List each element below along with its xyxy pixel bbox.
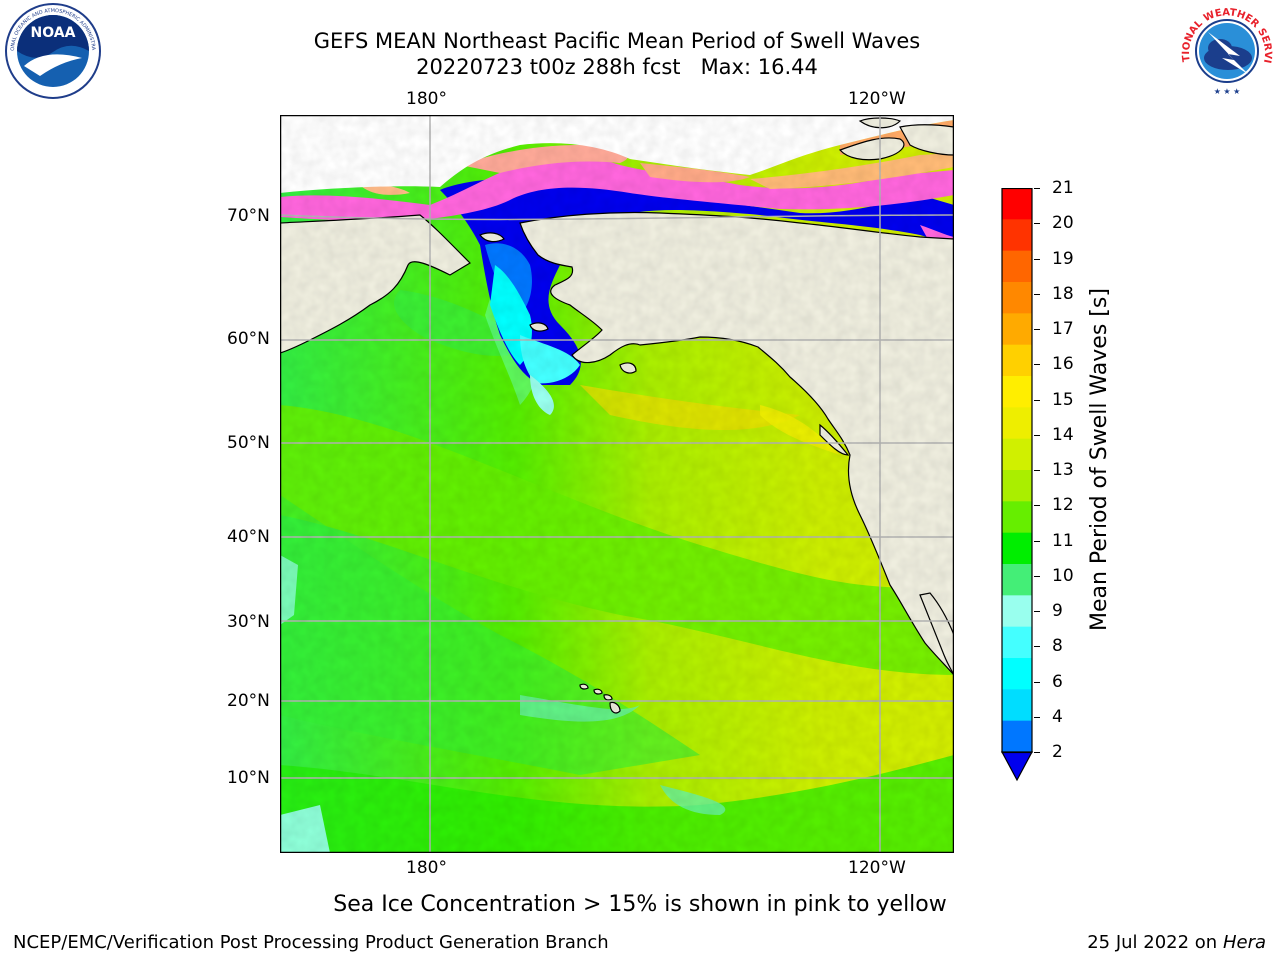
colorbar-segment xyxy=(1002,532,1032,565)
map-title: GEFS MEAN Northeast Pacific Mean Period … xyxy=(313,29,921,53)
lat-label-20n: 20°N xyxy=(227,691,270,711)
colorbar-segment xyxy=(1002,407,1032,440)
footer-left: NCEP/EMC/Verification Post Processing Pr… xyxy=(13,932,609,953)
colorbar-segment xyxy=(1002,438,1032,471)
nws-logo: NATIONAL WEATHER SERVICE ★ ★ ★ xyxy=(1174,0,1276,100)
colorbar-tick-label: 8 xyxy=(1052,636,1063,657)
colorbar-tick-mark xyxy=(1034,646,1040,648)
colorbar-tick-mark xyxy=(1034,434,1040,436)
colorbar-tick-mark xyxy=(1034,752,1040,753)
colorbar-segment xyxy=(1002,344,1032,377)
colorbar-tick-label: 13 xyxy=(1052,460,1074,480)
footer-date: 25 Jul 2022 on xyxy=(1087,932,1223,953)
footer-right: 25 Jul 2022 on Hera xyxy=(1087,932,1266,954)
colorbar-segment xyxy=(1002,470,1032,502)
colorbar-tick-label: 15 xyxy=(1052,389,1074,410)
map-subtitle: 20220723 t00z 288h fcst Max: 16.44 xyxy=(416,55,818,79)
lat-label-30n: 30°N xyxy=(227,612,270,632)
colorbar-tick-mark xyxy=(1034,540,1040,542)
colorbar-segment xyxy=(1002,250,1032,283)
colorbar-segment xyxy=(1002,564,1032,596)
colorbar-tick-label: 10 xyxy=(1052,565,1074,586)
colorbar-label: Mean Period of Swell Waves [s] xyxy=(1087,288,1112,631)
colorbar-segment xyxy=(1002,313,1032,346)
colorbar-tick-mark xyxy=(1034,505,1040,507)
colorbar-segment xyxy=(1002,376,1032,408)
lat-label-70n: 70°N xyxy=(227,206,270,226)
footer-host: Hera xyxy=(1222,932,1266,953)
lon-label-top-120w: 120°W xyxy=(848,89,906,109)
colorbar-tick-label: 17 xyxy=(1052,319,1074,339)
colorbar-tick-mark xyxy=(1034,364,1040,366)
colorbar-tick-mark xyxy=(1034,470,1040,471)
colorbar-tick-label: 21 xyxy=(1052,178,1074,198)
map-panel xyxy=(279,114,955,854)
colorbar-segment xyxy=(1002,720,1032,753)
colorbar-tick-mark xyxy=(1034,223,1040,225)
colorbar-tick-label: 6 xyxy=(1052,671,1063,692)
noaa-logo: NOAA NATIONAL OCEANIC AND ATMOSPHERIC AD… xyxy=(1,0,102,100)
colorbar-tick-mark xyxy=(1034,188,1040,189)
colorbar-tick-mark xyxy=(1034,681,1040,683)
colorbar-tick-mark xyxy=(1034,575,1040,577)
colorbar-segment xyxy=(1002,689,1032,722)
lat-label-60n: 60°N xyxy=(227,329,270,349)
colorbar-segment xyxy=(1002,626,1032,659)
colorbar-segment xyxy=(1002,501,1032,534)
lon-label-bottom-120w: 120°W xyxy=(848,858,906,878)
lon-label-top-180: 180° xyxy=(406,89,447,109)
colorbar-tick-mark xyxy=(1034,258,1040,260)
colorbar-tick-label: 14 xyxy=(1052,424,1074,445)
sea-ice-caption: Sea Ice Concentration > 15% is shown in … xyxy=(333,892,947,917)
colorbar-tick-mark xyxy=(1034,399,1040,401)
colorbar-tick-label: 2 xyxy=(1052,742,1063,762)
colorbar-tick-label: 16 xyxy=(1052,354,1074,375)
colorbar-tick-mark xyxy=(1034,293,1040,295)
colorbar-tick-label: 18 xyxy=(1052,283,1074,304)
colorbar-segment xyxy=(1002,219,1032,252)
colorbar-tick-label: 11 xyxy=(1052,530,1074,551)
colorbar-tick-label: 19 xyxy=(1052,248,1074,269)
colorbar-tick-mark xyxy=(1034,716,1040,718)
colorbar-tick-label: 20 xyxy=(1052,213,1074,234)
lat-label-10n: 10°N xyxy=(227,768,270,788)
colorbar-segment xyxy=(1002,595,1032,628)
colorbar xyxy=(1000,187,1040,783)
lat-label-50n: 50°N xyxy=(227,433,270,453)
colorbar-tick-label: 9 xyxy=(1052,601,1063,621)
colorbar-tick-label: 4 xyxy=(1052,706,1063,727)
colorbar-segment xyxy=(1002,658,1032,690)
colorbar-tick-mark xyxy=(1034,611,1040,612)
colorbar-tick-mark xyxy=(1034,329,1040,330)
lat-label-40n: 40°N xyxy=(227,527,270,547)
svg-text:NOAA: NOAA xyxy=(31,25,76,41)
colorbar-segment xyxy=(1002,188,1032,220)
colorbar-tick-label: 12 xyxy=(1052,495,1074,516)
svg-text:★ ★ ★: ★ ★ ★ xyxy=(1214,87,1241,96)
colorbar-extend-arrow xyxy=(1000,751,1034,782)
swell-period-map xyxy=(279,114,955,854)
colorbar-segment xyxy=(1002,282,1032,314)
lon-label-bottom-180: 180° xyxy=(406,858,447,878)
